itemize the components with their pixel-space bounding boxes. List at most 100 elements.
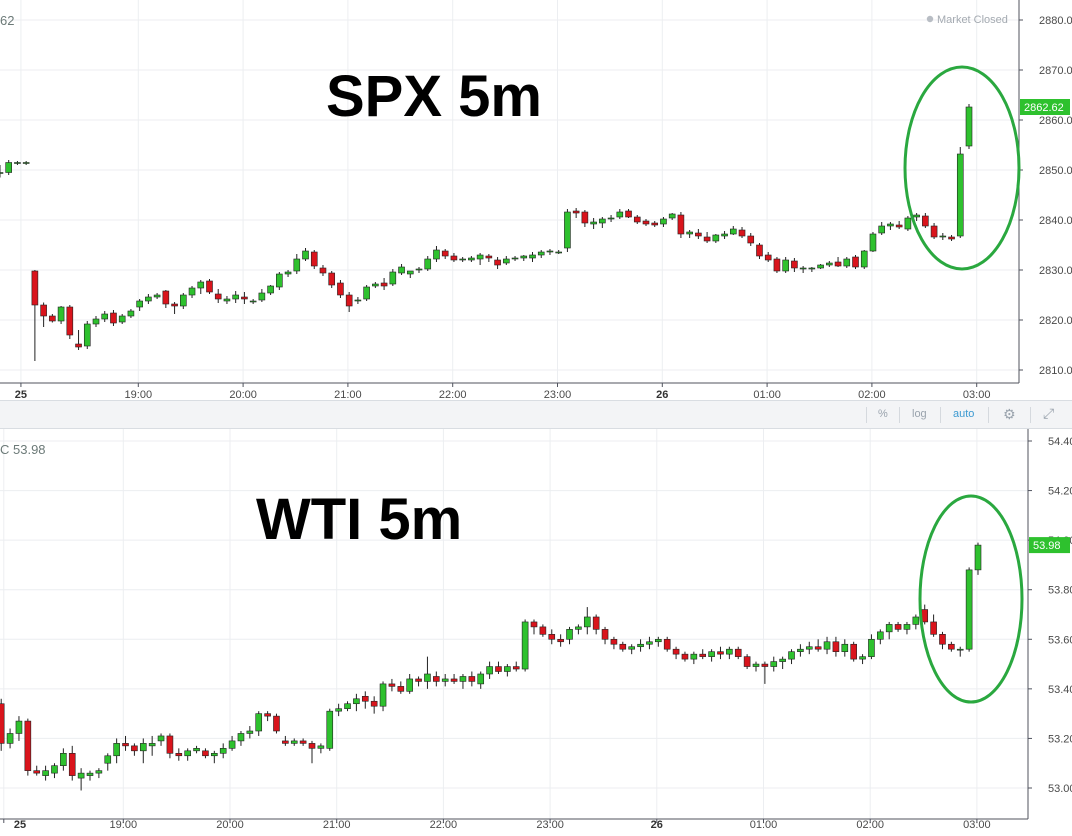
spx-chart-panel[interactable]: 2810.00 2820.00 2830.00 2840.00 2850.00 2860.… [0, 0, 1072, 401]
candle-body-up [859, 656, 866, 660]
candle-body-up [22, 162, 30, 164]
candle [202, 748, 209, 759]
candle-body-down [273, 715, 280, 732]
candle-body-down [814, 646, 822, 650]
candle-body-up [363, 286, 370, 300]
candle [660, 217, 667, 227]
candle [734, 646, 742, 660]
candle [529, 252, 536, 262]
candle-body-up [86, 772, 94, 776]
candle-body-down [110, 312, 117, 324]
candle [708, 649, 715, 662]
candle [690, 651, 698, 665]
candle-body-up [335, 708, 342, 712]
candle [841, 639, 849, 657]
candle [764, 252, 772, 262]
candle-body-down [773, 258, 781, 272]
candle-body-down [530, 621, 538, 628]
x-tick-label: 21:00 [334, 389, 362, 400]
candle [869, 232, 877, 252]
candle [939, 631, 946, 650]
candle-body-up [583, 616, 591, 628]
candle-body-up [712, 234, 720, 242]
candle [752, 661, 760, 672]
annotation-circle [903, 65, 1021, 271]
candle [66, 305, 74, 339]
candle [258, 289, 266, 302]
candles [0, 542, 982, 791]
candle-body-down [548, 634, 556, 640]
candle-body-up [424, 258, 432, 270]
candle [0, 165, 4, 178]
candle [788, 649, 795, 665]
candle-body-down [601, 629, 609, 640]
candle-body-down [433, 676, 440, 682]
candle-body-down [921, 609, 929, 623]
auto-scale-button[interactable]: auto [953, 408, 975, 420]
candle [31, 270, 39, 361]
candle [267, 285, 274, 295]
candle [826, 261, 833, 267]
candle-body-down [557, 638, 564, 643]
candle-body-up [6, 733, 14, 744]
candle [747, 233, 755, 246]
candle [868, 634, 875, 660]
log-scale-button[interactable]: log [912, 408, 927, 420]
settings-gear-icon[interactable]: ⚙ [1003, 406, 1016, 422]
candle [136, 299, 143, 311]
candle-body-up [136, 300, 143, 308]
candle-body-up [904, 217, 912, 230]
candle [370, 696, 378, 714]
candle-body-down [930, 621, 937, 635]
candle [188, 286, 196, 298]
candle [77, 768, 85, 791]
candle [75, 330, 82, 350]
candle [930, 614, 937, 637]
percent-scale-button[interactable]: % [878, 408, 888, 420]
y-tick-label: 54.40 [1048, 436, 1072, 448]
candle [157, 733, 165, 746]
candle-body-up [228, 740, 236, 749]
candle [651, 221, 659, 227]
candle [211, 750, 218, 764]
candle [637, 639, 644, 652]
candle-body-down [743, 656, 751, 667]
candle-body-down [370, 700, 378, 707]
candle-body-down [308, 743, 316, 749]
candle [22, 161, 30, 165]
candle [779, 656, 786, 670]
candle-body-down [651, 222, 659, 226]
candle [729, 226, 737, 235]
candle [808, 267, 816, 272]
candle [922, 213, 929, 228]
last-price-tag-bg [1020, 99, 1070, 115]
candle [162, 290, 170, 308]
candle [42, 765, 49, 781]
candle-body-down [764, 254, 772, 261]
candle-body-up [770, 661, 778, 667]
candle [791, 258, 798, 272]
y-tick-label: 54.20 [1048, 486, 1072, 498]
candle-body-up [184, 750, 191, 757]
candle-body-up [877, 631, 884, 640]
last-price-tag: 53.98 [1029, 537, 1070, 554]
candle-body-down [485, 255, 493, 259]
candle-body-down [75, 343, 82, 348]
candle [223, 296, 231, 304]
candle [592, 614, 600, 635]
candle-body-down [175, 752, 183, 757]
candle [104, 753, 112, 771]
fullscreen-icon[interactable]: ⤢ [1043, 405, 1055, 421]
candle [878, 222, 886, 235]
candle [646, 636, 653, 650]
candle [642, 219, 650, 226]
candle-body-down [0, 703, 5, 744]
candle-body-up [139, 743, 147, 752]
wti-chart-panel[interactable]: 53.0053.2053.4053.6053.8054.0054.2054.40… [0, 429, 1072, 831]
candle-body-up [965, 106, 973, 147]
candle-body-up [219, 748, 227, 754]
candle [726, 646, 733, 660]
candle [184, 748, 191, 761]
candle [68, 745, 76, 781]
candle-body-down [581, 211, 589, 224]
